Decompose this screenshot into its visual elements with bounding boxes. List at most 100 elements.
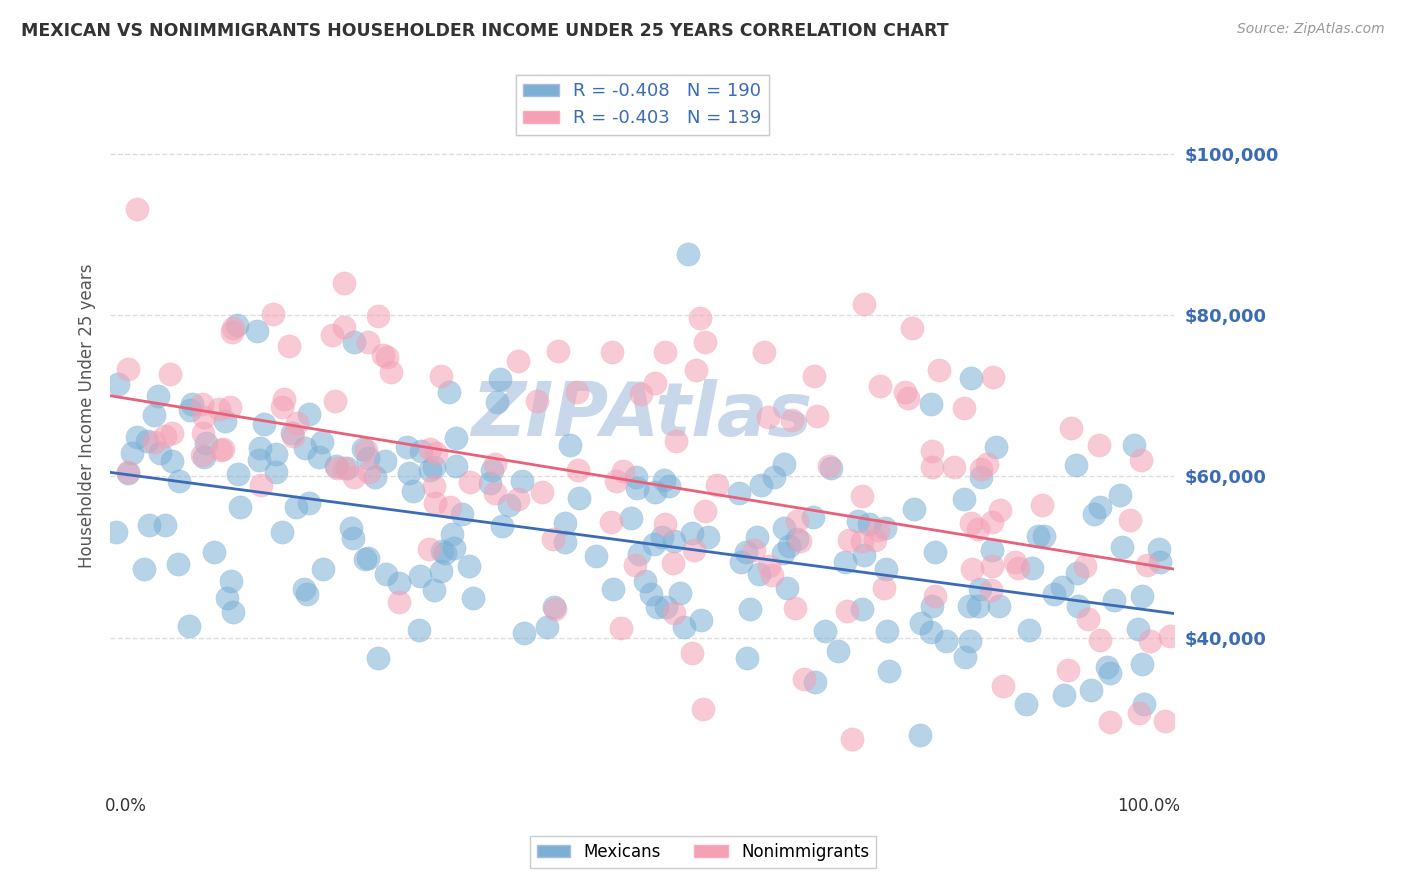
Point <box>665 434 688 448</box>
Point <box>662 534 685 549</box>
Point <box>325 394 347 409</box>
Point <box>773 521 796 535</box>
Point <box>478 476 501 491</box>
Point <box>953 401 976 415</box>
Point <box>610 620 633 634</box>
Point <box>423 582 446 597</box>
Point <box>801 510 824 524</box>
Point <box>876 624 898 639</box>
Point <box>908 728 931 742</box>
Point <box>160 454 183 468</box>
Point <box>785 600 807 615</box>
Point <box>669 586 692 600</box>
Point <box>924 590 946 604</box>
Point <box>357 465 380 479</box>
Point <box>689 310 711 325</box>
Point <box>730 555 752 569</box>
Point <box>1067 599 1090 614</box>
Point <box>959 633 981 648</box>
Point <box>402 483 425 498</box>
Point <box>264 465 287 479</box>
Point <box>626 481 648 495</box>
Point <box>149 446 172 460</box>
Point <box>654 344 676 359</box>
Point <box>536 620 558 634</box>
Point <box>530 485 553 500</box>
Point <box>851 602 873 616</box>
Point <box>612 464 634 478</box>
Point <box>425 496 447 510</box>
Point <box>1111 540 1133 554</box>
Point <box>776 581 799 595</box>
Point <box>789 534 811 549</box>
Point <box>676 246 699 260</box>
Point <box>644 376 666 390</box>
Point <box>683 542 706 557</box>
Point <box>177 619 200 633</box>
Point <box>1119 513 1142 527</box>
Point <box>273 392 295 406</box>
Point <box>218 400 240 414</box>
Point <box>409 569 432 583</box>
Point <box>921 599 943 613</box>
Point <box>121 446 143 460</box>
Point <box>1147 542 1170 557</box>
Point <box>695 503 717 517</box>
Point <box>298 496 321 510</box>
Text: ZIPAtlas: ZIPAtlas <box>472 379 813 452</box>
Point <box>605 474 627 488</box>
Point <box>1015 697 1038 711</box>
Point <box>1130 589 1153 603</box>
Point <box>217 591 239 605</box>
Point <box>295 587 318 601</box>
Point <box>634 574 657 588</box>
Point <box>159 368 181 382</box>
Point <box>443 541 465 555</box>
Point <box>837 604 859 618</box>
Point <box>960 516 983 530</box>
Point <box>1088 633 1111 648</box>
Point <box>585 549 607 563</box>
Point <box>673 620 696 634</box>
Point <box>624 469 647 483</box>
Point <box>762 470 785 484</box>
Point <box>935 634 957 648</box>
Point <box>901 321 924 335</box>
Point <box>250 477 273 491</box>
Point <box>655 599 678 614</box>
Point <box>249 442 271 456</box>
Point <box>409 443 432 458</box>
Point <box>1077 612 1099 626</box>
Point <box>652 473 675 487</box>
Point <box>135 434 157 448</box>
Point <box>166 557 188 571</box>
Point <box>706 478 728 492</box>
Point <box>222 321 245 335</box>
Point <box>786 532 808 546</box>
Point <box>953 491 976 506</box>
Point <box>193 409 215 424</box>
Point <box>1149 555 1171 569</box>
Point <box>117 361 139 376</box>
Point <box>153 517 176 532</box>
Point <box>285 416 308 430</box>
Point <box>484 458 506 472</box>
Point <box>894 384 917 399</box>
Point <box>298 408 321 422</box>
Point <box>565 384 588 399</box>
Point <box>127 430 149 444</box>
Point <box>1031 499 1053 513</box>
Point <box>921 443 943 458</box>
Point <box>1088 438 1111 452</box>
Point <box>778 539 800 553</box>
Point <box>340 521 363 535</box>
Point <box>980 559 1002 574</box>
Text: 0.0%: 0.0% <box>105 797 146 814</box>
Point <box>486 395 509 409</box>
Legend: R = -0.408   N = 190, R = -0.403   N = 139: R = -0.408 N = 190, R = -0.403 N = 139 <box>516 75 769 135</box>
Point <box>142 435 165 450</box>
Point <box>162 425 184 440</box>
Point <box>742 542 765 557</box>
Point <box>333 276 356 290</box>
Point <box>955 649 977 664</box>
